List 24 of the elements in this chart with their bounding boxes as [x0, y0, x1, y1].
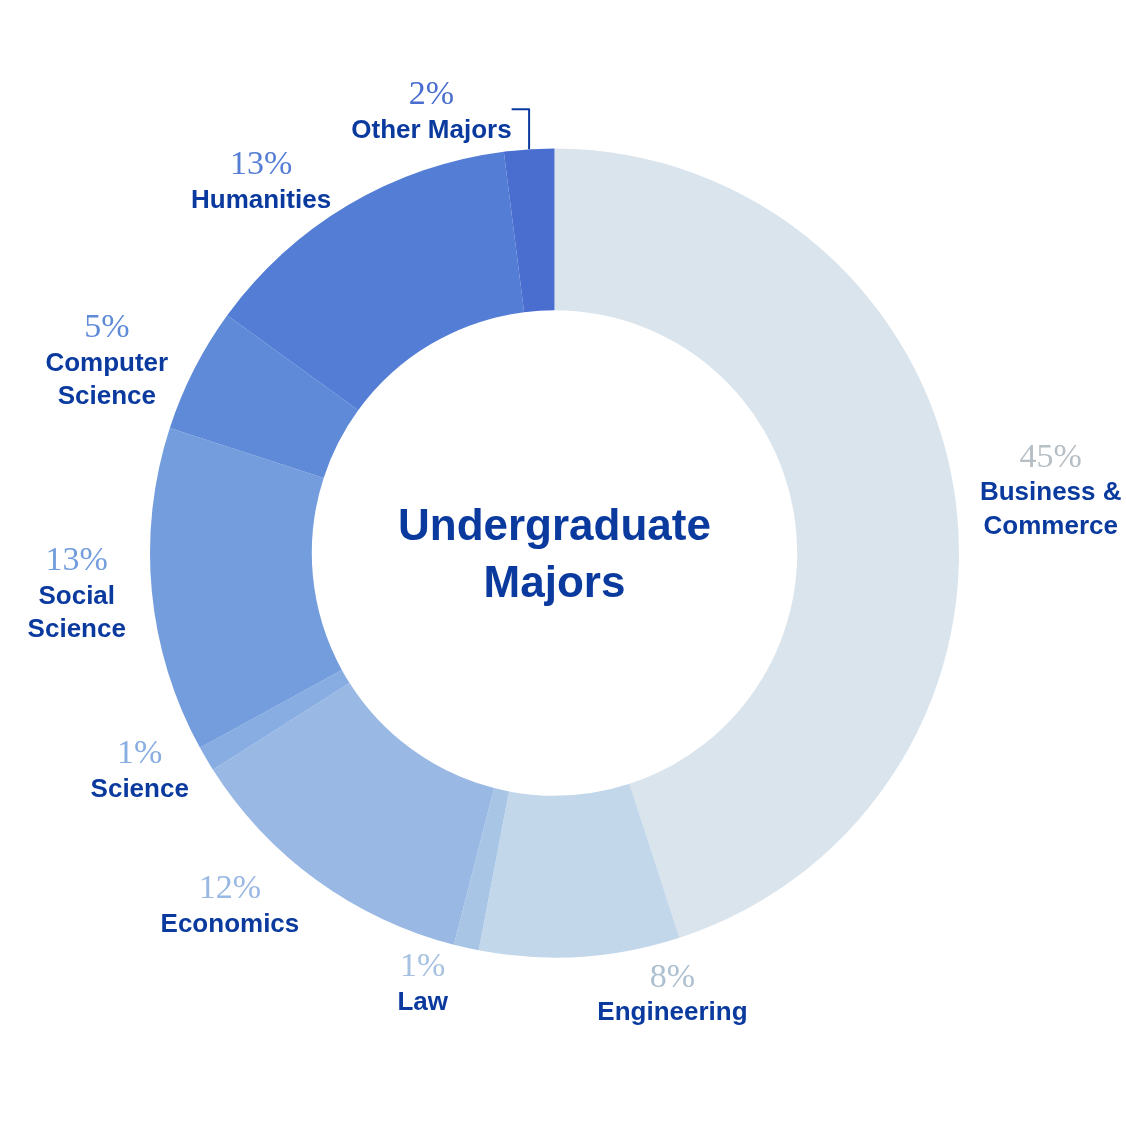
donut-slice: [478, 783, 680, 957]
data-label: 45%: [1019, 436, 1082, 474]
donut-slice: [169, 315, 359, 478]
slice-label: Computer Science: [45, 346, 169, 411]
slice-label: Engineering: [597, 996, 748, 1027]
text: Undergraduate Majors: [398, 500, 711, 607]
data-label: 13%: [229, 144, 293, 182]
donut-slice: [503, 148, 555, 313]
slice-label: Law: [397, 985, 449, 1016]
data-label: 5%: [84, 306, 130, 344]
data-label: 1%: [400, 946, 446, 984]
data-label: 2%: [408, 74, 455, 112]
slice-label: Science: [90, 772, 189, 803]
data-label: 1%: [117, 733, 163, 771]
donut-slice: [200, 669, 350, 770]
data-label: 8%: [649, 956, 696, 994]
data-label: 12%: [198, 868, 262, 906]
slice-label: Humanities: [190, 183, 332, 214]
data-label: 13%: [45, 539, 108, 577]
slice-label: Business & Commerce: [979, 476, 1122, 541]
slice-label: Social Science: [27, 579, 126, 644]
slice-label: Economics: [160, 907, 300, 938]
slice-label: Other Majors: [351, 114, 512, 145]
donut-slice: [453, 788, 510, 951]
